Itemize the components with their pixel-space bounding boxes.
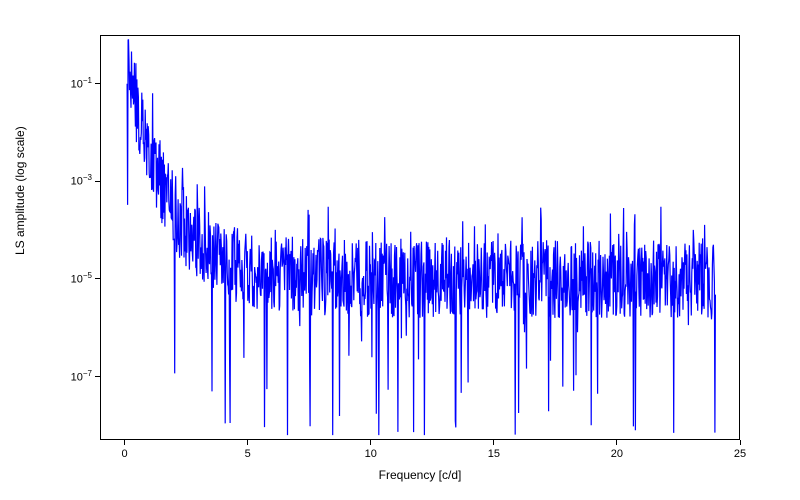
y-tick-label: 10−1 xyxy=(71,76,92,91)
x-tick xyxy=(124,440,125,445)
x-tick-label: 10 xyxy=(361,448,381,460)
y-tick xyxy=(95,83,100,84)
x-tick xyxy=(370,440,371,445)
x-tick-label: 5 xyxy=(238,448,258,460)
y-tick-label: 10−5 xyxy=(71,271,92,286)
x-tick xyxy=(247,440,248,445)
x-tick xyxy=(493,440,494,445)
x-tick-label: 0 xyxy=(115,448,135,460)
chart-container: LS amplitude (log scale) Frequency [c/d]… xyxy=(0,0,800,500)
x-tick xyxy=(740,440,741,445)
x-axis-label: Frequency [c/d] xyxy=(360,468,480,482)
y-tick xyxy=(95,181,100,182)
x-tick xyxy=(616,440,617,445)
y-tick-label: 10−7 xyxy=(71,369,92,384)
x-tick-label: 15 xyxy=(484,448,504,460)
line-series xyxy=(0,0,800,500)
x-tick-label: 25 xyxy=(730,448,750,460)
y-tick-label: 10−3 xyxy=(71,173,92,188)
periodogram-line xyxy=(127,40,715,435)
y-tick xyxy=(95,278,100,279)
x-tick-label: 20 xyxy=(607,448,627,460)
y-tick xyxy=(95,376,100,377)
y-axis-label: LS amplitude (log scale) xyxy=(13,215,27,255)
